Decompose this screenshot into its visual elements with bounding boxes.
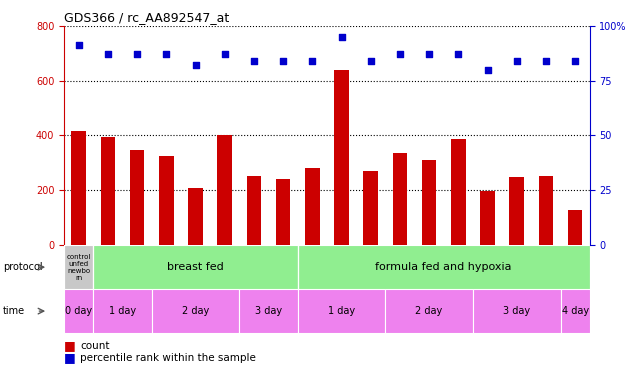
Bar (560, 289, 590, 333)
Point (249, 58, 259, 64)
Point (424, 51, 434, 57)
Bar (451, 139, 465, 245)
Bar (473, 289, 560, 333)
Text: formula fed and hypoxia: formula fed and hypoxia (376, 262, 512, 272)
Bar (64, 245, 94, 289)
Text: count: count (80, 341, 110, 351)
Point (278, 58, 288, 64)
Point (453, 51, 463, 57)
Bar (71, 131, 86, 245)
Bar (188, 188, 203, 245)
Text: 1 day: 1 day (328, 306, 355, 316)
Text: 0 day: 0 day (65, 306, 92, 316)
Bar (276, 179, 290, 245)
Point (220, 51, 230, 57)
Text: breast fed: breast fed (167, 262, 224, 272)
Text: 1 day: 1 day (109, 306, 136, 316)
Text: protocol: protocol (3, 262, 43, 272)
Bar (129, 150, 144, 245)
Point (365, 58, 376, 64)
Point (74, 42, 84, 48)
Bar (152, 289, 239, 333)
Point (132, 51, 142, 57)
Point (541, 58, 551, 64)
Text: GDS366 / rc_AA892547_at: GDS366 / rc_AA892547_at (64, 11, 229, 25)
Point (512, 58, 522, 64)
Bar (385, 289, 473, 333)
Point (337, 34, 347, 40)
Bar (247, 176, 262, 245)
Point (570, 58, 580, 64)
Bar (422, 160, 437, 245)
Bar (480, 191, 495, 245)
Text: 2 day: 2 day (182, 306, 209, 316)
Text: 3 day: 3 day (503, 306, 530, 316)
Bar (392, 153, 407, 245)
Bar (217, 135, 232, 245)
Text: ■: ■ (64, 351, 76, 365)
Bar (101, 137, 115, 245)
Bar (334, 70, 349, 245)
Bar (363, 171, 378, 245)
Text: time: time (3, 306, 26, 316)
Bar (159, 156, 174, 245)
Bar (239, 289, 297, 333)
Text: 3 day: 3 day (255, 306, 282, 316)
Bar (297, 245, 590, 289)
Point (161, 51, 171, 57)
Text: 2 day: 2 day (415, 306, 443, 316)
Point (307, 58, 317, 64)
Text: control
unfed
newbo
rn: control unfed newbo rn (67, 254, 91, 281)
Point (483, 67, 493, 72)
Bar (568, 209, 583, 245)
Text: percentile rank within the sample: percentile rank within the sample (80, 353, 256, 363)
Text: 4 day: 4 day (562, 306, 588, 316)
Point (190, 62, 201, 68)
Point (395, 51, 405, 57)
Bar (94, 245, 297, 289)
Bar (510, 178, 524, 245)
Point (103, 51, 113, 57)
Bar (64, 289, 94, 333)
Bar (305, 168, 320, 245)
Bar (297, 289, 385, 333)
Bar (538, 176, 553, 245)
Text: ■: ■ (64, 339, 76, 352)
Bar (94, 289, 152, 333)
